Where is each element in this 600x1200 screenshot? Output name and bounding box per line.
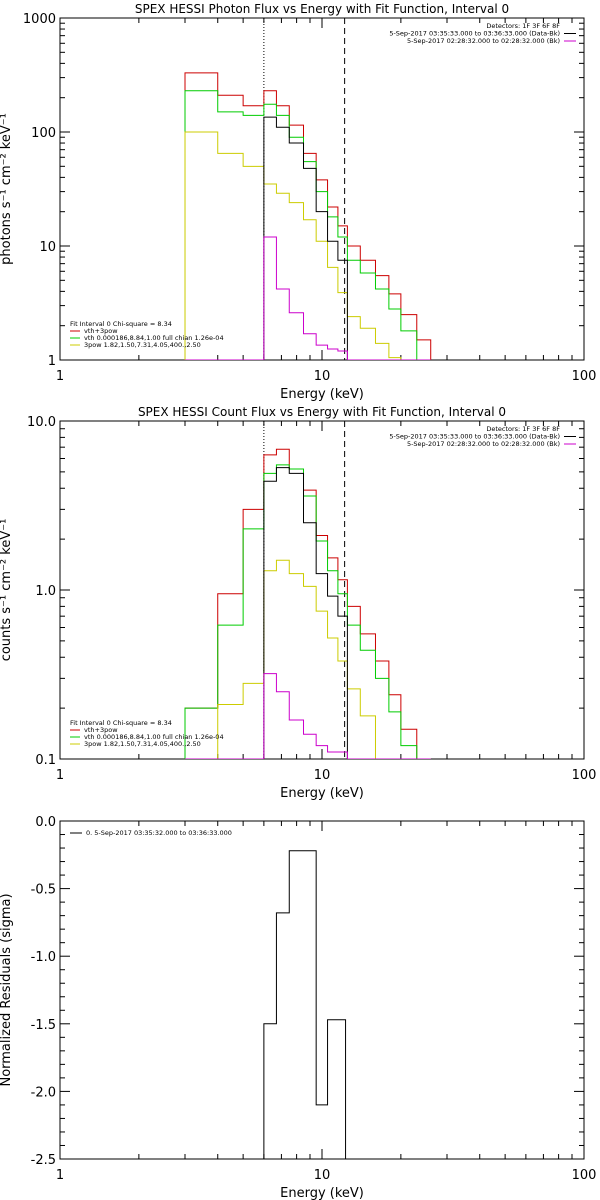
legend-fit-text: vth+3pow (84, 726, 118, 734)
legend-fit-text: 3pow 1.82,1.50,7.31,4.05,400.,2.50 (84, 740, 201, 748)
x-tick-label: 100 (572, 369, 597, 384)
legend-top-text: Detectors: 1F 3F 6F 8F (486, 425, 560, 433)
y-tick-label: 0.1 (35, 753, 56, 768)
x-axis-label: Energy (keV) (280, 786, 364, 801)
y-tick-label: 10.0 (27, 415, 56, 430)
plot-frame (59, 420, 585, 760)
x-tick-label: 10 (314, 1168, 331, 1183)
series-line-3 (184, 131, 431, 360)
series-line-4 (185, 467, 431, 759)
legend-fit-text: vth 0.000186,8.84,1.00 full chian 1.26e-… (84, 334, 224, 342)
series-line-2 (184, 90, 431, 360)
series-line-4 (185, 116, 431, 360)
chart-panel-3: 1 10 100 Energy (keV) 0.0 -0.5 -1.0 -1.5 -2.0 -2.… (0, 815, 596, 1200)
y-axis-label: Normalized Residuals (sigma) (0, 893, 14, 1086)
y-tick-label: -1.5 (31, 1018, 56, 1033)
plot-frame (59, 820, 585, 1160)
x-tick-label: 1 (56, 768, 64, 783)
y-tick-label: -0.5 (31, 883, 56, 898)
legend-text: 0. 5-Sep-2017 03:35:32.000 to 03:36:33.0… (86, 829, 232, 837)
plot-frame (59, 17, 585, 361)
series-group (263, 850, 347, 1159)
x-tick-label: 100 (572, 1168, 597, 1183)
x-axis-label: Energy (keV) (280, 1186, 364, 1200)
legend-fit-header: Fit Interval 0 Chi-square = 8.34 (70, 320, 172, 328)
legend-fit-text: 3pow 1.82,1.50,7.31,4.05,400.,2.50 (84, 341, 201, 349)
series-group (184, 72, 432, 360)
y-tick-label: 100 (31, 126, 56, 141)
series-line-2 (184, 464, 431, 759)
legend-fit-text: vth 0.000186,8.84,1.00 full chian 1.26e-… (84, 733, 224, 741)
series-line-3 (185, 559, 431, 759)
legend-top-text: 5-Sep-2017 03:35:33.000 to 03:36:33.000 … (389, 30, 560, 38)
chart-title: SPEX HESSI Photon Flux vs Energy with Fi… (135, 2, 509, 16)
legend-top-text: 5-Sep-2017 02:28:32.000 to 02:28:32.000 … (407, 440, 560, 448)
y-axis-label: photons s⁻¹ cm⁻² keV⁻¹ (0, 113, 14, 265)
legend-fit-header: Fit Interval 0 Chi-square = 8.34 (70, 719, 172, 727)
x-tick-label: 10 (314, 768, 331, 783)
series-line-1 (263, 850, 347, 1159)
series-line-5 (185, 673, 431, 759)
y-tick-label: -1.0 (31, 950, 56, 965)
y-tick-label: 10 (39, 240, 56, 255)
chart-panel-2: SPEX HESSI Count Flux vs Energy with Fit… (0, 405, 596, 801)
x-tick-label: 1 (56, 369, 64, 384)
series-line-5 (185, 236, 431, 360)
y-tick-label: -2.5 (31, 1153, 56, 1168)
x-axis-label: Energy (keV) (280, 387, 364, 402)
y-tick-label: 1000 (23, 12, 56, 27)
legend-fit-text: vth+3pow (84, 327, 118, 335)
y-tick-label: 0.0 (35, 815, 56, 830)
y-tick-label: 1 (48, 354, 56, 369)
series-line-1 (184, 72, 432, 360)
y-tick-label: 1.0 (35, 584, 56, 599)
y-axis-label: counts s⁻¹ cm⁻² keV⁻¹ (0, 519, 14, 662)
x-tick-label: 1 (56, 1168, 64, 1183)
y-tick-label: -2.0 (31, 1085, 56, 1100)
chart-panel-1: SPEX HESSI Photon Flux vs Energy with Fi… (0, 2, 596, 402)
series-group (184, 448, 431, 759)
chart-title: SPEX HESSI Count Flux vs Energy with Fit… (138, 405, 506, 419)
x-tick-label: 100 (572, 768, 597, 783)
legend-top-text: 5-Sep-2017 03:35:33.000 to 03:36:33.000 … (389, 433, 560, 441)
legend-top-text: 5-Sep-2017 02:28:32.000 to 02:28:32.000 … (407, 37, 560, 45)
x-tick-label: 10 (314, 369, 331, 384)
legend-top-text: Detectors: 1F 3F 6F 8F (486, 22, 560, 30)
